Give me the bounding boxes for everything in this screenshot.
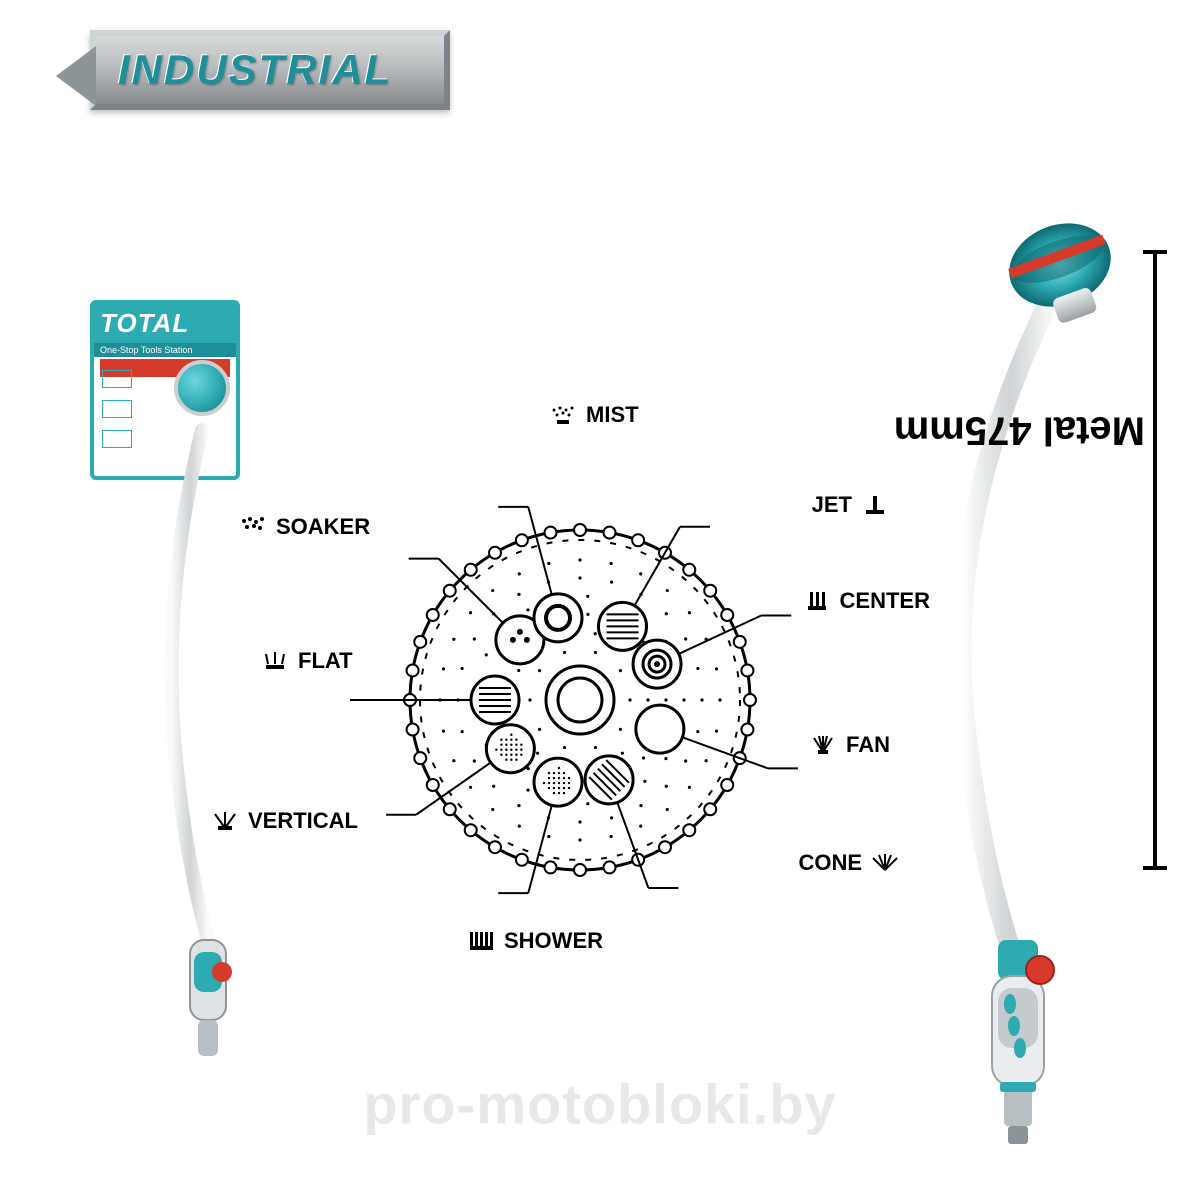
dimension-label: Metal 475mm: [894, 408, 1145, 453]
mode-jet: JET: [812, 492, 890, 518]
jet-icon: [860, 494, 890, 516]
mode-label-text: FAN: [846, 732, 890, 758]
mode-label-text: VERTICAL: [248, 808, 358, 834]
fan-icon: [808, 734, 838, 756]
wand-large-icon: [870, 210, 1130, 1170]
mode-mist: MIST: [548, 402, 639, 428]
nozzle-face-icon: [300, 420, 860, 980]
mode-vertical: VERTICAL: [210, 808, 358, 834]
soaker-icon: [238, 516, 268, 538]
dimension-line-icon: [1153, 250, 1157, 870]
mode-fan: FAN: [808, 732, 890, 758]
center-icon: [802, 590, 832, 612]
mode-label-text: FLAT: [298, 648, 353, 674]
watermark: pro-motobloki.by: [363, 1072, 836, 1137]
cone-icon: [870, 852, 900, 874]
product-main: [870, 210, 1130, 1170]
mode-flat: FLAT: [260, 648, 353, 674]
mini-mode-icons: [102, 370, 132, 448]
mode-center: CENTER: [802, 588, 930, 614]
industrial-badge: INDUSTRIAL: [90, 30, 450, 110]
mode-soaker: SOAKER: [238, 514, 370, 540]
mode-shower: SHOWER: [466, 928, 603, 954]
dimension-indicator: [1135, 250, 1175, 870]
product-packaged: TOTAL One-Stop Tools Station: [90, 300, 290, 1080]
mode-label-text: CONE: [798, 850, 862, 876]
mode-label-text: MIST: [586, 402, 639, 428]
mist-icon: [548, 404, 578, 426]
mode-label-text: SOAKER: [276, 514, 370, 540]
industrial-text: INDUSTRIAL: [118, 46, 392, 94]
mode-label-text: JET: [812, 492, 852, 518]
vertical-icon: [210, 810, 240, 832]
brand-name: TOTAL: [94, 304, 236, 343]
wand-small-icon: [130, 340, 310, 1080]
nozzle-diagram: MIST JET CENTER FAN CONE SHOWER VERTICAL…: [300, 420, 860, 980]
shower-icon: [466, 930, 496, 952]
mode-label-text: CENTER: [840, 588, 930, 614]
mode-cone: CONE: [798, 850, 900, 876]
mode-label-text: SHOWER: [504, 928, 603, 954]
flat-icon: [260, 650, 290, 672]
